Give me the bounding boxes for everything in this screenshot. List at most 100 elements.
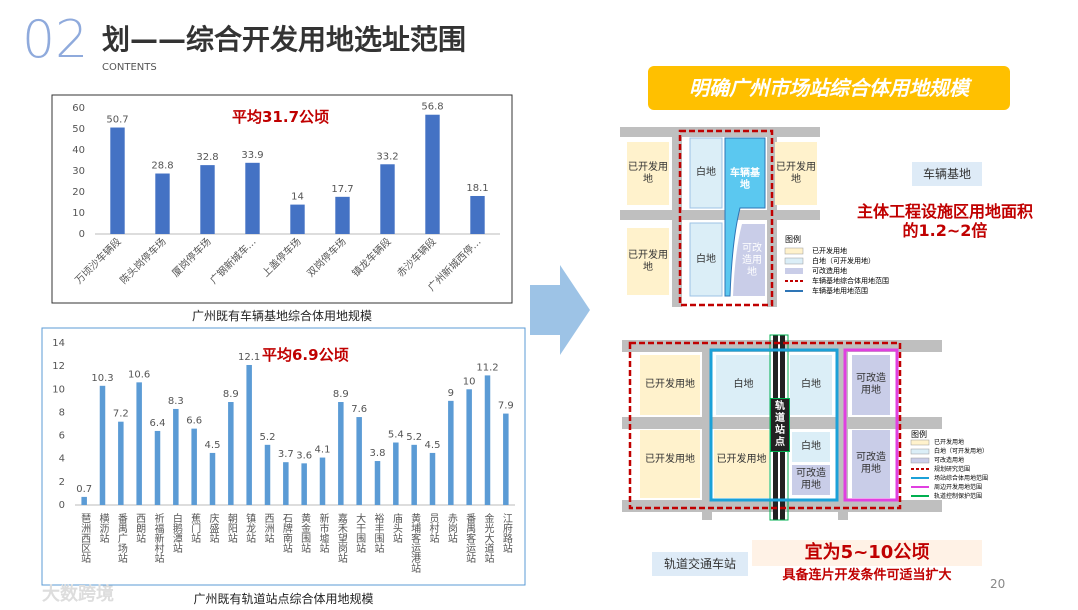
data-label: 5.4 bbox=[388, 430, 404, 441]
x-tick-label: 镇龙车辆段 bbox=[349, 235, 394, 280]
chart-caption: 广州既有轨道站点综合体用地规模 bbox=[193, 592, 374, 606]
annotation: 平均31.7公顷 bbox=[232, 108, 330, 126]
y-tick-label: 50 bbox=[72, 124, 85, 135]
bar bbox=[374, 461, 381, 505]
station-diagram bbox=[622, 334, 942, 521]
bar bbox=[411, 444, 417, 505]
x-tick-label: 蕉门站 bbox=[189, 513, 201, 544]
tag: 轨道交通车站 bbox=[652, 552, 748, 576]
bar bbox=[228, 402, 234, 505]
annotation: 平均6.9公顷 bbox=[262, 346, 349, 364]
legend-entry: 可改造用地 bbox=[812, 267, 847, 275]
data-label: 0.7 bbox=[76, 484, 92, 495]
note: 宜为5~10公顷 bbox=[752, 540, 982, 566]
data-label: 5.2 bbox=[260, 432, 276, 443]
x-tick-label: 万顷沙车辆段 bbox=[72, 235, 124, 287]
bar bbox=[155, 173, 170, 234]
block-label: 可改造用地 bbox=[856, 373, 886, 396]
x-tick-label: 上盖停车场 bbox=[259, 235, 304, 280]
y-tick-label: 8 bbox=[59, 407, 65, 418]
page-subtitle: CONTENTS bbox=[102, 62, 157, 73]
data-label: 3.6 bbox=[296, 450, 312, 461]
data-label: 6.4 bbox=[150, 418, 166, 429]
x-tick-label: 厦岗停车场 bbox=[169, 235, 214, 280]
bar bbox=[246, 364, 252, 505]
watermark: 大数跨境 bbox=[42, 584, 114, 605]
y-tick-label: 40 bbox=[72, 145, 85, 156]
y-tick-label: 0 bbox=[59, 500, 65, 511]
bar bbox=[425, 114, 440, 234]
x-tick-label: 员村站 bbox=[427, 513, 439, 544]
x-tick-label: 庙头站 bbox=[390, 512, 402, 544]
legend-entry: 场站综合体用地范围 bbox=[934, 475, 989, 482]
bar bbox=[380, 164, 395, 234]
x-tick-label: 朝阳站 bbox=[225, 513, 237, 544]
data-label: 4.1 bbox=[315, 445, 331, 456]
x-tick-label: 黄埔客运港站 bbox=[409, 512, 421, 574]
x-tick-label: 嘉禾望岗站 bbox=[335, 512, 347, 564]
x-tick-label: 西洲站 bbox=[262, 513, 274, 544]
bar bbox=[448, 400, 454, 505]
x-tick-label: 祈福新村站 bbox=[152, 513, 164, 564]
x-tick-label: 陈头岗停车场 bbox=[117, 235, 169, 287]
data-label: 12.1 bbox=[238, 352, 260, 363]
x-tick-label: 番禺广场站 bbox=[115, 513, 127, 564]
bar bbox=[99, 385, 106, 505]
tag: 车辆基地 bbox=[912, 162, 982, 186]
bar bbox=[136, 382, 142, 505]
legend-entry: 车辆基地用地范围 bbox=[812, 287, 868, 295]
data-label: 10.3 bbox=[91, 373, 113, 384]
y-tick-label: 10 bbox=[52, 384, 65, 395]
block-label: 白地 bbox=[696, 167, 716, 178]
data-label: 50.7 bbox=[106, 115, 128, 126]
data-label: 4.5 bbox=[425, 440, 441, 451]
legend-title: 图例 bbox=[911, 430, 927, 439]
x-tick-label: 黄金围站 bbox=[299, 512, 311, 554]
block-label: 可改造用地 bbox=[796, 468, 826, 491]
block-label: 白地 bbox=[696, 253, 716, 265]
block-label: 白地 bbox=[733, 379, 754, 390]
bar bbox=[301, 463, 307, 505]
data-label: 18.1 bbox=[466, 183, 488, 194]
data-label: 10.6 bbox=[128, 369, 150, 380]
y-tick-label: 10 bbox=[72, 208, 85, 219]
legend-entry: 规划研究范围 bbox=[934, 466, 971, 473]
block-label: 车辆基地 bbox=[730, 168, 760, 191]
x-tick-label: 赤岗站 bbox=[445, 513, 457, 544]
bar bbox=[393, 442, 399, 505]
x-tick-label: 琶洲西区站 bbox=[79, 513, 91, 564]
y-tick-label: 20 bbox=[72, 187, 85, 198]
y-tick-label: 12 bbox=[52, 361, 65, 372]
legend-entry: 车辆基地综合体用地范围 bbox=[812, 277, 889, 285]
x-tick-label: 石牌南站 bbox=[280, 513, 292, 554]
data-label: 56.8 bbox=[421, 102, 443, 113]
x-tick-label: 横沥站 bbox=[97, 512, 109, 544]
x-tick-label: 镇龙站 bbox=[244, 512, 256, 544]
data-label: 8.9 bbox=[223, 389, 239, 400]
legend-entry: 轨道控制保护范围 bbox=[934, 493, 983, 500]
x-tick-label: 庆盛站 bbox=[207, 512, 219, 544]
bar bbox=[81, 496, 87, 505]
bar bbox=[245, 162, 260, 234]
block-label: 已开发用地 bbox=[776, 161, 816, 185]
data-label: 7.2 bbox=[113, 409, 129, 420]
block-label: 白地 bbox=[801, 379, 821, 390]
x-tick-label: 赤沙车辆段 bbox=[394, 235, 439, 280]
bar bbox=[466, 389, 472, 505]
bar bbox=[335, 196, 350, 234]
banner: 明确广州市场站综合体用地规模 bbox=[648, 66, 1010, 110]
bar bbox=[319, 457, 326, 505]
data-label: 7.9 bbox=[498, 401, 514, 412]
bar bbox=[429, 452, 436, 505]
bar bbox=[200, 165, 215, 234]
x-tick-label: 新市墟站 bbox=[317, 512, 329, 554]
x-tick-label: 白鹅潭站 bbox=[170, 512, 182, 554]
bar bbox=[118, 421, 124, 505]
x-tick-label: 西朗站 bbox=[134, 513, 146, 544]
bar bbox=[154, 430, 161, 505]
note: 具备连片开发条件可适当扩大 bbox=[782, 568, 952, 584]
data-label: 33.9 bbox=[241, 150, 263, 161]
y-tick-label: 60 bbox=[72, 103, 85, 114]
